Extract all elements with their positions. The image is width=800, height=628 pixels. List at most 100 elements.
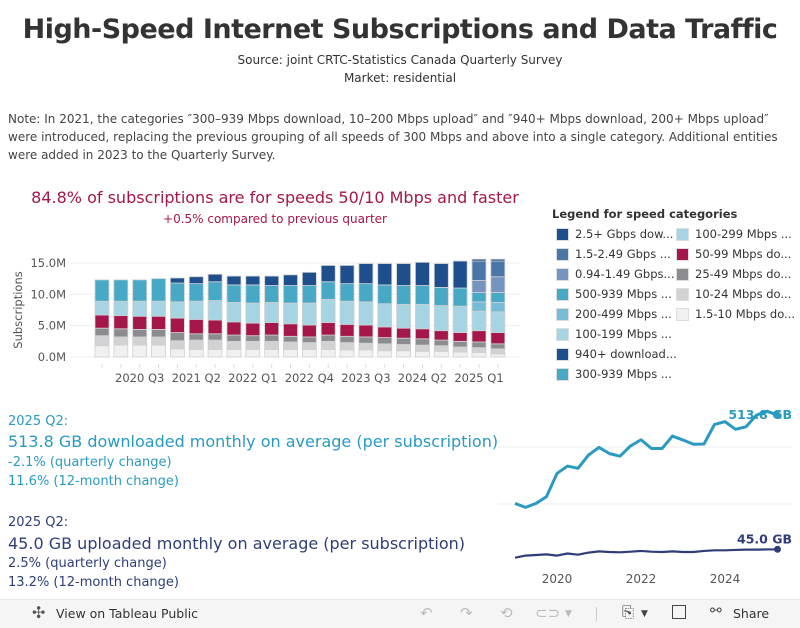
subscriptions-bar-chart[interactable]: 0.0M 5.0M 10.0M 15.0M 2020 Q3 2021 Q2 2022 Q1 2… [0,240,540,390]
bar-segment[interactable] [452,351,468,358]
bar-segment[interactable] [264,275,280,286]
bar-segment[interactable] [320,298,336,323]
download-icon[interactable]: ⎘ [622,603,635,621]
bar-segment[interactable] [452,340,468,348]
share-icon[interactable]: ⚯ [710,603,722,619]
bar-segment[interactable] [264,334,280,342]
legend-item[interactable]: 100-199 Mbps ... [556,324,677,344]
bar-segment[interactable] [188,318,204,335]
bar-segment[interactable] [226,321,242,336]
bar-segment[interactable] [490,292,506,303]
bar-segment[interactable] [301,271,317,286]
bar-segment[interactable] [113,344,129,358]
bar-segment[interactable] [113,279,129,302]
bar-segment[interactable] [169,340,185,350]
bar-segment[interactable] [226,349,242,358]
bar-segment[interactable] [471,258,487,262]
bar-segment[interactable] [433,339,449,347]
bar-segment[interactable] [188,333,204,341]
bar-segment[interactable] [452,332,468,342]
view-on-tableau-link[interactable]: View on Tableau Public [56,606,199,621]
legend-item[interactable]: 0.94-1.49 Gbps... [556,264,677,284]
bar-segment[interactable] [471,352,487,358]
bar-segment[interactable] [283,323,298,337]
legend-item[interactable]: 300-939 Mbps ... [556,364,677,384]
bar-segment[interactable] [490,311,506,333]
bar-segment[interactable] [471,341,487,348]
bar-segment[interactable] [94,345,110,358]
bar-segment[interactable] [433,350,449,358]
legend-item[interactable]: 940+ download... [556,344,677,364]
bar-segment[interactable] [490,353,506,358]
bar-segment[interactable] [169,348,185,358]
bar-segment[interactable] [301,336,317,343]
bar-segment[interactable] [264,349,280,358]
undo-icon[interactable]: ↶ [420,604,433,622]
bar-segment[interactable] [207,333,223,341]
bar-segment[interactable] [433,287,449,306]
bar-segment[interactable] [358,263,374,285]
bar-segment[interactable] [320,349,336,358]
legend-item[interactable]: 25-49 Mbps do... [676,264,795,284]
bar-segment[interactable] [377,284,393,305]
bar-segment[interactable] [415,350,430,358]
bar-segment[interactable] [245,275,261,286]
bar-segment[interactable] [94,300,110,316]
bar-segment[interactable] [207,300,223,321]
bar-segment[interactable] [226,302,242,323]
bar-segment[interactable] [283,302,298,325]
bar-segment[interactable] [132,329,148,338]
traffic-line-chart[interactable]: 513.8 GB 45.0 GB 2020 2022 2024 [490,395,800,595]
bar-segment[interactable] [245,349,261,358]
bar-segment[interactable] [377,343,393,352]
bar-segment[interactable] [358,324,374,338]
bar-segment[interactable] [490,302,506,313]
bar-segment[interactable] [226,340,242,350]
legend-item[interactable]: 200-499 Mbps ... [556,304,677,324]
bar-segment[interactable] [377,326,393,338]
bar-segment[interactable] [132,344,148,358]
bar-segment[interactable] [490,276,506,293]
bar-segment[interactable] [396,337,412,345]
bar-segment[interactable] [471,310,487,332]
bar-segment[interactable] [132,315,148,330]
bar-segment[interactable] [188,276,204,285]
bar-segment[interactable] [188,349,204,358]
bar-segment[interactable] [245,302,261,324]
bar-segment[interactable] [94,314,110,329]
bar-segment[interactable] [452,260,468,289]
bar-segment[interactable] [415,261,430,286]
bar-segment[interactable] [169,277,185,284]
bar-segment[interactable] [113,328,129,338]
bar-segment[interactable] [113,336,129,346]
bar-segment[interactable] [151,278,166,302]
refresh-icon[interactable]: ⊂⊃ [535,604,561,622]
bar-segment[interactable] [132,336,148,346]
bar-segment[interactable] [188,300,204,320]
bar-segment[interactable] [151,300,166,317]
bar-segment[interactable] [320,340,336,350]
bar-segment[interactable] [169,317,185,333]
bar-segment[interactable] [245,284,261,304]
bar-segment[interactable] [471,292,487,303]
bar-segment[interactable] [415,338,430,346]
bar-segment[interactable] [245,340,261,350]
legend-item[interactable]: 2.5+ Gbps dow... [556,224,677,244]
bar-segment[interactable] [396,350,412,358]
bar-segment[interactable] [188,339,204,350]
download-line[interactable] [514,409,779,509]
bar-segment[interactable] [396,263,412,286]
bar-segment[interactable] [320,334,336,342]
bar-segment[interactable] [113,300,129,317]
bar-segment[interactable] [169,301,185,319]
bar-segment[interactable] [132,300,148,317]
legend-item[interactable]: 100-299 Mbps ... [676,224,795,244]
bar-segment[interactable] [339,323,355,337]
bar-segment[interactable] [415,328,430,340]
bar-segment[interactable] [358,349,374,358]
bar-segment[interactable] [207,349,223,358]
bar-segment[interactable] [358,336,374,344]
bar-segment[interactable] [151,315,166,330]
bar-segment[interactable] [245,335,261,342]
revert-icon[interactable]: ⟲ [500,604,513,622]
